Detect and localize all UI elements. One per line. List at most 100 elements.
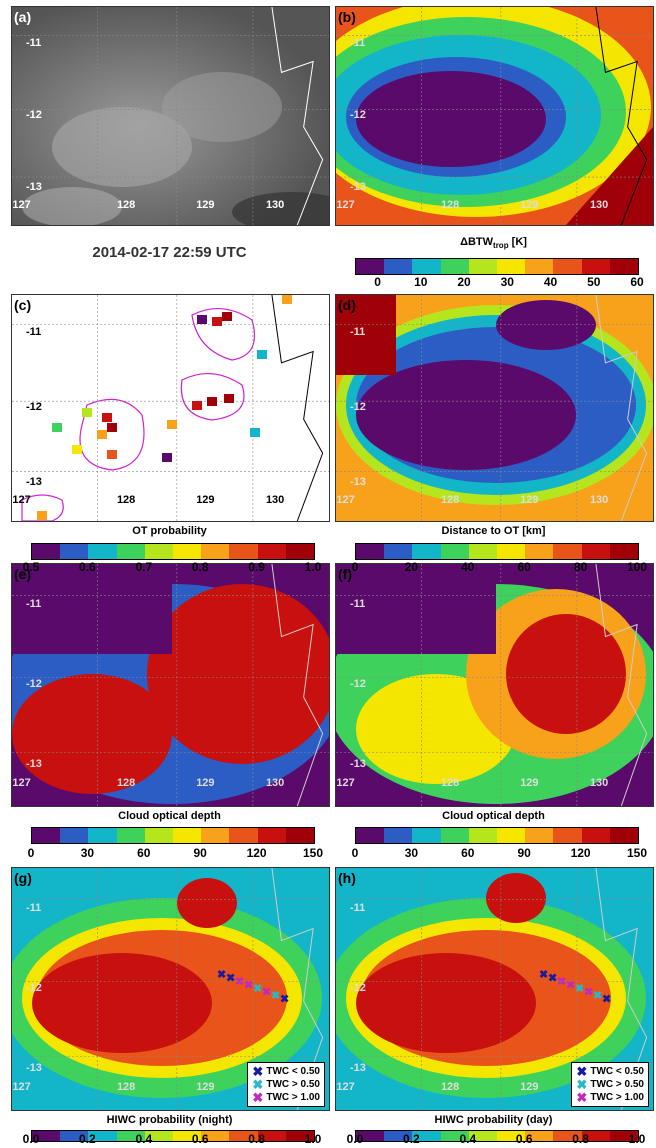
lon-label: 127 (12, 493, 31, 506)
colorbar-segment (257, 544, 286, 559)
colorbar-segment (525, 544, 554, 559)
colorbar-tick: 40 (543, 275, 558, 289)
colorbar-dist (355, 543, 639, 560)
colorbar-segment (553, 544, 582, 559)
colorbar-segment (384, 1131, 413, 1141)
panel-label-d: (d) (338, 297, 356, 313)
lat-label: -11 (26, 326, 42, 339)
panel-g: ✖ ✖ ✖ ✖ ✖ ✖ ✖ ✖ ✖ TWC < 0.50 ✖ TWC > 0.50 ✖ TWC > … (11, 867, 330, 1111)
lon-label: 128 (116, 1080, 136, 1093)
colorbar-segment (229, 828, 258, 843)
colorbar-segment (581, 828, 610, 843)
lat-label: -13 (350, 1061, 366, 1074)
ot-pixel (207, 397, 217, 406)
colorbar-segment (553, 1131, 582, 1141)
colorbar-segment (285, 544, 315, 559)
lon-label: 127 (336, 493, 355, 506)
colorbar-tick: 0.8 (248, 1132, 265, 1146)
cod-field-e (12, 564, 329, 806)
colorbar-segment (144, 1131, 174, 1141)
colorbar-segment (229, 544, 258, 559)
colorbar-hiwc-g (31, 1130, 315, 1142)
track-marker: ✖ (584, 987, 593, 999)
caption-e: Cloud optical depth (118, 810, 221, 822)
caption-f: Cloud optical depth (442, 810, 545, 822)
colorbar-segment (144, 828, 174, 843)
lon-label: 130 (265, 776, 285, 789)
colorbar-segment (116, 544, 145, 559)
colorbar-segment (468, 828, 498, 843)
colorbar-segment (229, 1131, 258, 1141)
caption-c: OT probability (132, 525, 207, 537)
colorbar-segment (88, 544, 117, 559)
colorbar-tick: 0 (351, 846, 359, 860)
colorbar-tick: 90 (193, 846, 207, 860)
ot-pixel (97, 430, 107, 439)
cross-icon: ✖ (576, 1077, 588, 1092)
lat-label: -11 (350, 598, 366, 611)
colorbar-tick: 150 (302, 846, 324, 860)
colorbar-tick: 0 (27, 846, 35, 860)
track-marker: ✖ (602, 994, 611, 1006)
colorbar-segment (116, 1131, 145, 1141)
colorbar-tick: 0.2 (403, 1132, 420, 1146)
cod-field-f (336, 564, 653, 806)
colorbar-tick: 0.6 (191, 1132, 209, 1146)
lon-label: 129 (520, 198, 539, 211)
ot-pixel (52, 423, 62, 432)
colorbar-segment (497, 544, 526, 559)
lat-label: -12 (26, 982, 42, 994)
lon-label: 129 (196, 776, 215, 789)
panel-d: (d) -11 -12 -13 127 128 129 130 (335, 294, 654, 522)
colorbar-tick: 0.9 (248, 560, 265, 574)
colorbar-segment (497, 828, 526, 843)
lon-label: 128 (116, 493, 136, 506)
track-marker: ✖ (548, 973, 557, 985)
panel-label-a: (a) (14, 9, 32, 25)
track-g: ✖ ✖ ✖ ✖ ✖ ✖ ✖ ✖ (217, 969, 289, 1006)
panel-e: (e) -11 -12 -13 127 128 129 130 (11, 563, 330, 807)
colorbar-segment (116, 828, 145, 843)
lon-label: 127 (336, 198, 355, 211)
ot-pixel (212, 317, 222, 326)
ot-pixel (197, 315, 207, 324)
ot-pixel (37, 511, 47, 520)
colorbar-tick: 60 (630, 275, 644, 289)
colorbar-tick: 30 (500, 275, 514, 289)
legend-g: ✖ TWC < 0.50 ✖ TWC > 0.50 ✖ TWC > 1.00 (247, 1062, 325, 1107)
colorbar-segment (88, 828, 117, 843)
colorbar-segment (440, 259, 469, 274)
track-marker: ✖ (539, 969, 548, 981)
cross-icon: ✖ (576, 1090, 588, 1105)
visible-imagery (12, 7, 329, 225)
colorbar-segment (468, 544, 498, 559)
colorbar-segment (384, 544, 413, 559)
ot-pixel (102, 413, 112, 422)
track-marker: ✖ (244, 980, 253, 992)
colorbar-tick: 90 (517, 846, 531, 860)
ot-pixel (167, 420, 177, 429)
track-marker: ✖ (253, 983, 262, 995)
ot-pixel (107, 450, 117, 459)
panel-h: ✖ ✖ ✖ ✖ ✖ ✖ ✖ ✖ ✖ TWC < 0.50 ✖ TWC > 0.50 ✖ TWC > … (335, 867, 654, 1111)
lat-label: -12 (350, 982, 366, 994)
ot-pixel (107, 423, 117, 432)
lat-label: -13 (350, 475, 366, 488)
colorbar-segment (553, 259, 582, 274)
colorbar-segment (356, 259, 385, 274)
colorbar-segment (32, 544, 61, 559)
track-marker: ✖ (593, 990, 602, 1002)
colorbar-segment (60, 544, 89, 559)
cross-icon: ✖ (252, 1090, 264, 1105)
colorbar-tick: 40 (461, 560, 475, 574)
lon-label: 130 (589, 776, 609, 789)
colorbar-tick: 60 (137, 846, 151, 860)
timestamp: 2014-02-17 22:59 UTC (92, 244, 247, 261)
track-marker: ✖ (575, 983, 584, 995)
ot-pixel (82, 408, 92, 417)
ot-pixel (192, 401, 202, 410)
colorbar-segment (32, 1131, 61, 1141)
lat-label: -12 (26, 109, 42, 121)
colorbar-segment (468, 1131, 498, 1141)
colorbar-segment (497, 1131, 526, 1141)
